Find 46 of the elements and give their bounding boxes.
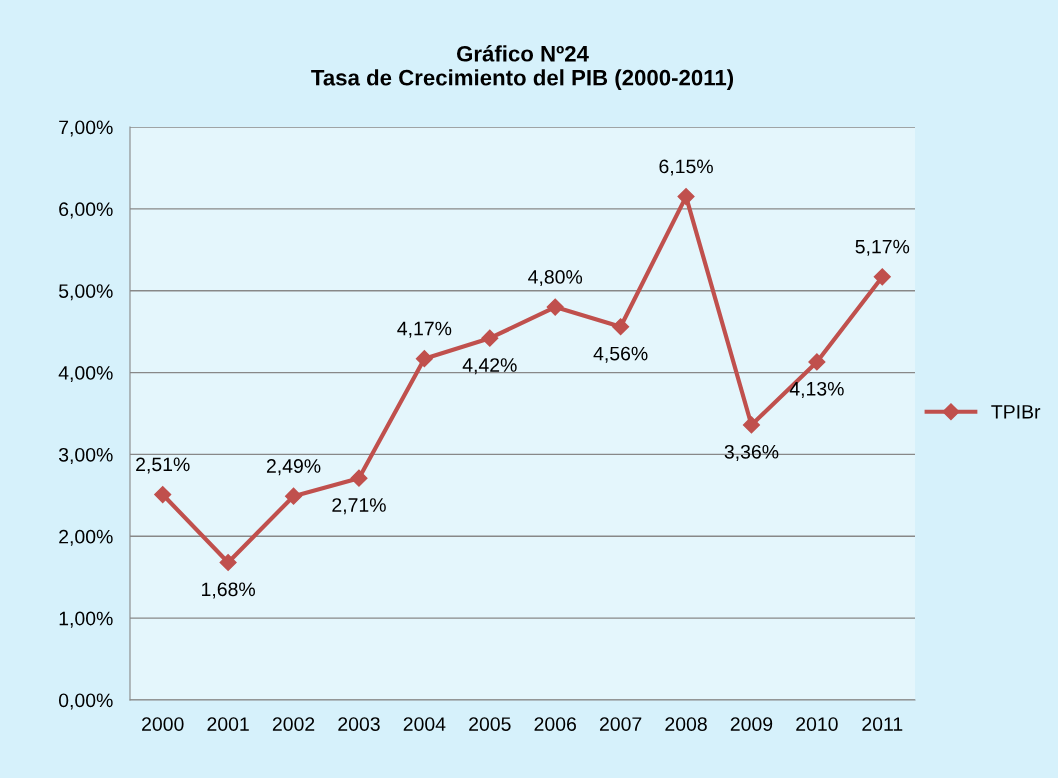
data-label: 3,36% [724,444,779,461]
point [677,188,695,206]
point [546,298,564,316]
data-label: 4,56% [593,346,648,363]
x-tick-label: 2006 [534,717,576,731]
point [415,350,433,368]
point [612,318,630,336]
data-label: 2,71% [332,498,386,515]
x-tick-label: 2002 [272,717,315,731]
point [742,416,761,434]
x-tick-label: 2005 [469,717,511,731]
data-label: 4,80% [528,270,583,287]
data-label: 2,49% [266,459,321,476]
y-tick-label: 2,00% [59,529,113,546]
data-label: 4,17% [397,321,452,338]
data-label: 6,15% [659,159,713,176]
y-tick-label: 0,00% [58,693,113,710]
point [481,329,499,347]
x-tick-label: 2003 [338,717,380,731]
y-tick-label: 1,00% [59,611,113,628]
legend-label: TPIBr [991,405,1041,419]
x-tick-label: 2004 [403,717,446,731]
y-tick-label: 3,00% [58,447,113,464]
y-tick-label: 7,00% [59,120,113,137]
data-label: 4,42% [462,358,517,375]
x-tick-label: 2010 [796,717,838,731]
x-tick-label: 2011 [862,717,903,731]
x-tick-label: 2009 [730,717,773,731]
y-tick-label: 6,00% [59,202,113,219]
point [350,469,368,487]
x-tick-label: 2001 [207,717,249,731]
data-label: 2,51% [136,457,190,474]
x-tick-label: 2000 [142,717,184,731]
data-label: 5,17% [855,239,910,256]
y-tick-label: 5,00% [58,284,113,301]
point [154,485,172,504]
point [873,268,891,286]
data-label: 4,13% [789,381,844,398]
chart-title: Gráfico Nº24 Tasa de Crecimiento del PIB (2000-2011) [311,45,734,90]
x-tick-label: 2007 [599,717,642,731]
x-tick-label: 2008 [665,717,707,731]
point [219,553,237,572]
data-label: 1,68% [202,582,255,599]
y-tick-label: 4,00% [58,366,113,383]
point [808,353,826,371]
point [284,487,303,505]
